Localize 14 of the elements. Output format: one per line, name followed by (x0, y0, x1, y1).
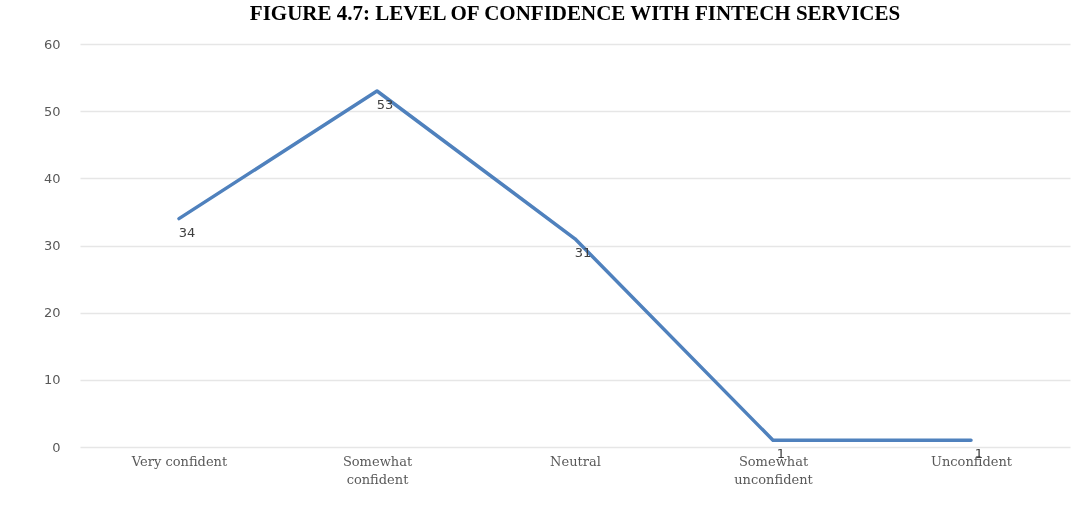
y-tick-label: 30 (43, 238, 61, 253)
chart-title: FIGURE 4.7: LEVEL OF CONFIDENCE WITH FINTECH SERVICES (249, 1, 901, 25)
y-tick-label: 60 (43, 36, 61, 52)
x-tick-label: Somewhat confident (342, 453, 413, 487)
line-series (177, 89, 973, 443)
y-tick-label: 0 (52, 439, 61, 455)
y-tick-label: 40 (43, 170, 61, 186)
x-tick-label: Very confident (130, 453, 228, 469)
data-label: 53 (376, 97, 394, 113)
x-tick-label: Neutral (550, 453, 601, 469)
y-tick-label: 50 (43, 103, 61, 119)
y-tick-label: 20 (43, 305, 61, 321)
data-label: 34 (178, 224, 196, 240)
y-tick-label: 10 (43, 372, 61, 388)
